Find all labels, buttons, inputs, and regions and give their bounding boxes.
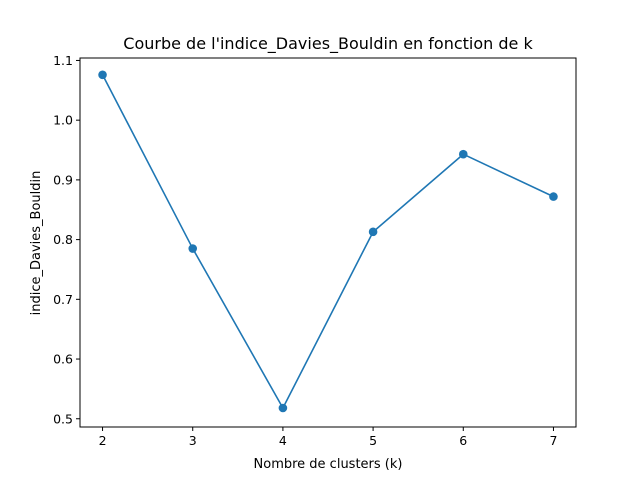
- data-point: [368, 227, 378, 237]
- y-tick-label: 0.7: [53, 292, 73, 307]
- data-point: [549, 192, 558, 201]
- data-point: [98, 70, 107, 80]
- x-tick-label: 6: [459, 433, 467, 448]
- x-tick-label: 3: [189, 433, 197, 448]
- y-tick-label: 1.0: [53, 113, 73, 128]
- x-tick-label: 7: [549, 433, 557, 448]
- plot-frame: [79, 57, 577, 428]
- x-tick-label: 5: [369, 433, 377, 448]
- data-point: [278, 403, 288, 413]
- x-tick-label: 4: [279, 433, 287, 448]
- x-axis-label: Nombre de clusters (k): [254, 457, 403, 472]
- y-tick-label: 0.9: [53, 172, 73, 187]
- y-axis-ticks: 0.5 0.6 0.7 0.8 0.9 1.0 1.1: [53, 53, 80, 426]
- chart-title: Courbe de l'indice_Davies_Bouldin en fon…: [123, 34, 533, 54]
- x-tick-label: 2: [99, 433, 107, 448]
- y-tick-label: 1.1: [53, 53, 73, 68]
- series-line: [101, 74, 554, 409]
- plot-area: 2 3 4 5 6 7 0.5 0.6 0.7 0.8 0.9 1.0 1.1: [53, 53, 577, 448]
- y-tick-label: 0.5: [53, 411, 73, 426]
- x-axis-ticks: 2 3 4 5 6 7: [99, 427, 557, 448]
- y-tick-label: 0.8: [53, 232, 73, 247]
- series-layer: [98, 70, 558, 413]
- y-tick-label: 0.6: [53, 352, 73, 367]
- data-point: [188, 244, 198, 253]
- data-point: [458, 149, 468, 159]
- y-axis-label: indice_Davies_Bouldin: [29, 171, 44, 316]
